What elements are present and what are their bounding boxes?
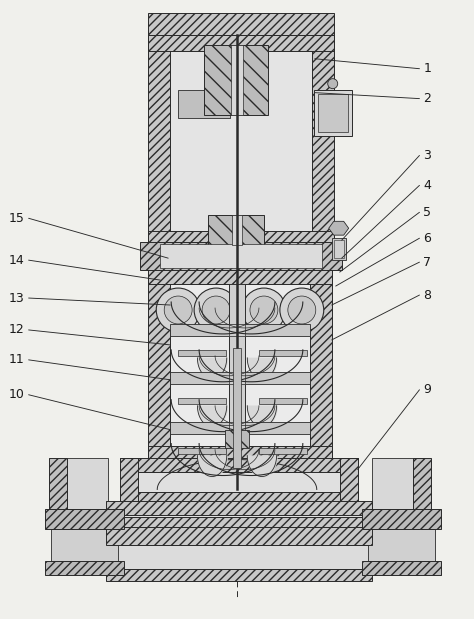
Bar: [106, 516, 372, 517]
Bar: [120, 493, 358, 504]
Bar: [45, 509, 124, 529]
Text: 3: 3: [423, 149, 431, 162]
Bar: [140, 242, 342, 270]
Bar: [51, 529, 118, 561]
Bar: [231, 45, 243, 115]
Polygon shape: [329, 222, 349, 235]
Text: 9: 9: [423, 383, 431, 396]
Bar: [148, 268, 332, 284]
Circle shape: [250, 296, 278, 324]
Bar: [148, 232, 334, 245]
Bar: [106, 517, 372, 527]
Bar: [148, 35, 170, 245]
Bar: [362, 561, 441, 575]
Bar: [66, 457, 109, 509]
Text: 7: 7: [423, 256, 431, 269]
Text: 4: 4: [423, 179, 431, 192]
Bar: [229, 284, 245, 446]
Bar: [106, 545, 372, 569]
Bar: [170, 422, 310, 434]
Text: 1: 1: [423, 62, 431, 75]
Text: 5: 5: [423, 206, 431, 219]
Bar: [48, 457, 66, 509]
Bar: [368, 529, 436, 561]
Bar: [259, 448, 307, 454]
Bar: [148, 35, 334, 51]
Circle shape: [194, 288, 238, 332]
Circle shape: [328, 79, 337, 89]
Bar: [372, 457, 413, 509]
Bar: [225, 430, 249, 448]
Bar: [332, 238, 346, 260]
Bar: [170, 372, 310, 384]
Bar: [413, 457, 431, 509]
Bar: [229, 422, 245, 434]
Bar: [106, 527, 372, 545]
Text: 15: 15: [9, 212, 25, 225]
Bar: [229, 372, 245, 384]
Bar: [259, 398, 307, 404]
Bar: [120, 457, 358, 472]
Circle shape: [242, 288, 286, 332]
Bar: [340, 457, 358, 504]
Bar: [310, 268, 332, 459]
Circle shape: [288, 296, 316, 324]
Bar: [148, 446, 332, 459]
Bar: [120, 457, 138, 504]
Bar: [318, 93, 347, 131]
Bar: [148, 268, 170, 459]
Text: 6: 6: [423, 232, 431, 245]
Bar: [233, 348, 241, 467]
Circle shape: [164, 296, 192, 324]
Bar: [259, 350, 307, 356]
Bar: [138, 472, 340, 493]
Bar: [178, 448, 226, 454]
Bar: [170, 324, 310, 336]
Bar: [334, 240, 344, 258]
Bar: [229, 324, 245, 336]
Circle shape: [156, 288, 200, 332]
Bar: [106, 569, 372, 581]
Text: 10: 10: [9, 388, 25, 401]
Text: 13: 13: [9, 292, 25, 305]
Bar: [204, 45, 268, 115]
Bar: [170, 51, 312, 232]
Circle shape: [202, 296, 230, 324]
Bar: [170, 284, 310, 446]
Bar: [45, 561, 124, 575]
Bar: [362, 509, 441, 529]
Bar: [178, 398, 226, 404]
Text: 12: 12: [9, 324, 25, 337]
Text: 11: 11: [9, 353, 25, 366]
Text: 14: 14: [9, 254, 25, 267]
Bar: [148, 13, 334, 35]
Bar: [312, 35, 334, 245]
Text: 2: 2: [423, 92, 431, 105]
Bar: [178, 350, 226, 356]
Bar: [208, 215, 264, 245]
Bar: [106, 501, 372, 516]
Text: 8: 8: [423, 288, 431, 301]
Bar: [232, 215, 242, 245]
Bar: [314, 90, 352, 136]
Bar: [178, 90, 230, 118]
Circle shape: [280, 288, 324, 332]
Bar: [160, 244, 322, 268]
